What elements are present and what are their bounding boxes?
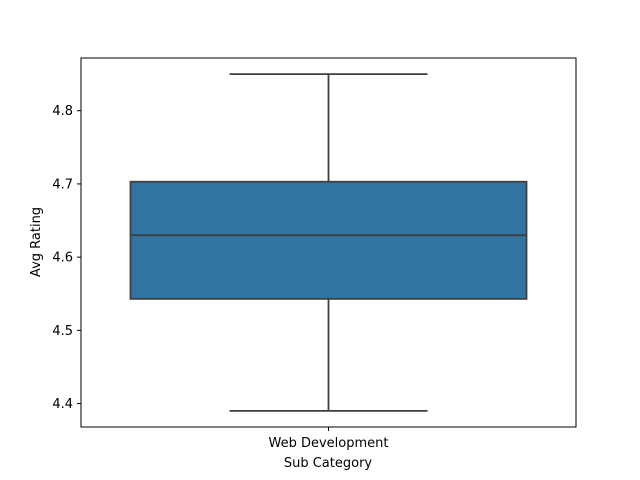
y-tick-label: 4.4: [52, 397, 73, 412]
y-tick-label: 4.8: [52, 104, 73, 119]
y-tick-label: 4.7: [52, 177, 73, 192]
y-tick-label: 4.5: [52, 324, 73, 339]
x-axis-label: Sub Category: [284, 456, 373, 471]
iqr-box: [129, 180, 528, 300]
axes-frame: [80, 57, 577, 428]
plot-area: [129, 73, 528, 412]
axes: Web Development 4.4 4.5 4.6 4.7 4.8: [52, 57, 577, 451]
x-tick-label: Web Development: [269, 436, 389, 451]
y-axis-label: Avg Rating: [29, 207, 44, 277]
y-tick-label: 4.6: [52, 251, 73, 266]
